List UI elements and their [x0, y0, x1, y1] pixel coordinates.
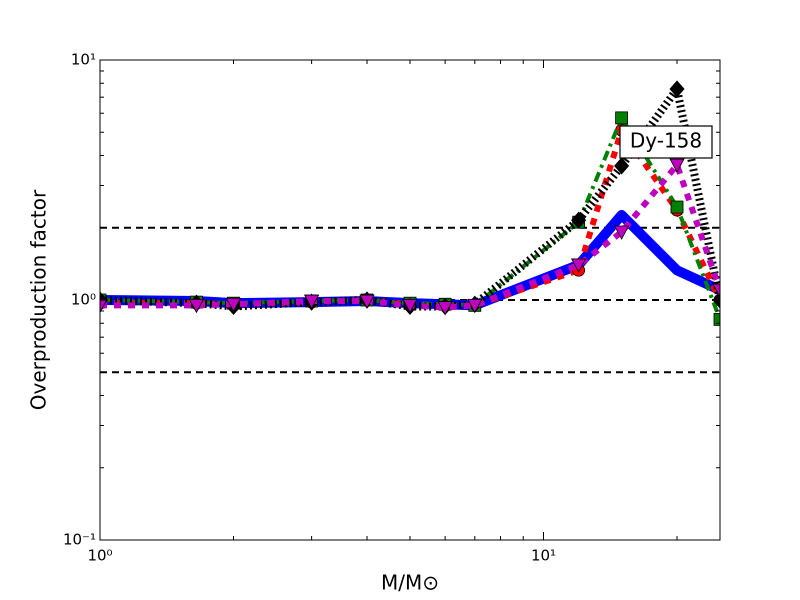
y-axis-label: Overproduction factor	[27, 189, 51, 410]
series-line	[100, 162, 720, 311]
marker	[614, 157, 630, 175]
annotation: Dy-158	[630, 129, 702, 153]
marker	[571, 211, 587, 229]
marker	[225, 297, 242, 313]
x-tick-label: 10⁰	[87, 547, 112, 565]
marker	[570, 258, 587, 273]
marker	[303, 294, 320, 309]
x-axis-label: M/M⊙	[381, 571, 439, 595]
marker	[437, 301, 453, 316]
marker	[613, 225, 630, 240]
marker	[669, 80, 685, 98]
y-tick-label: 10¹	[71, 51, 96, 69]
marker	[713, 313, 720, 326]
marker	[359, 294, 375, 309]
y-tick-label: 10⁰	[71, 291, 96, 309]
marker	[669, 158, 685, 173]
marker	[712, 283, 720, 298]
marker	[100, 298, 108, 314]
marker	[670, 200, 684, 214]
x-tick-label: 10¹	[531, 547, 556, 565]
annotation-box	[619, 125, 713, 159]
marker	[615, 111, 629, 125]
marker	[402, 298, 418, 314]
marker	[467, 298, 483, 314]
y-tick-label: 10⁻¹	[63, 531, 96, 549]
marker	[188, 298, 205, 314]
series-group	[100, 80, 720, 326]
